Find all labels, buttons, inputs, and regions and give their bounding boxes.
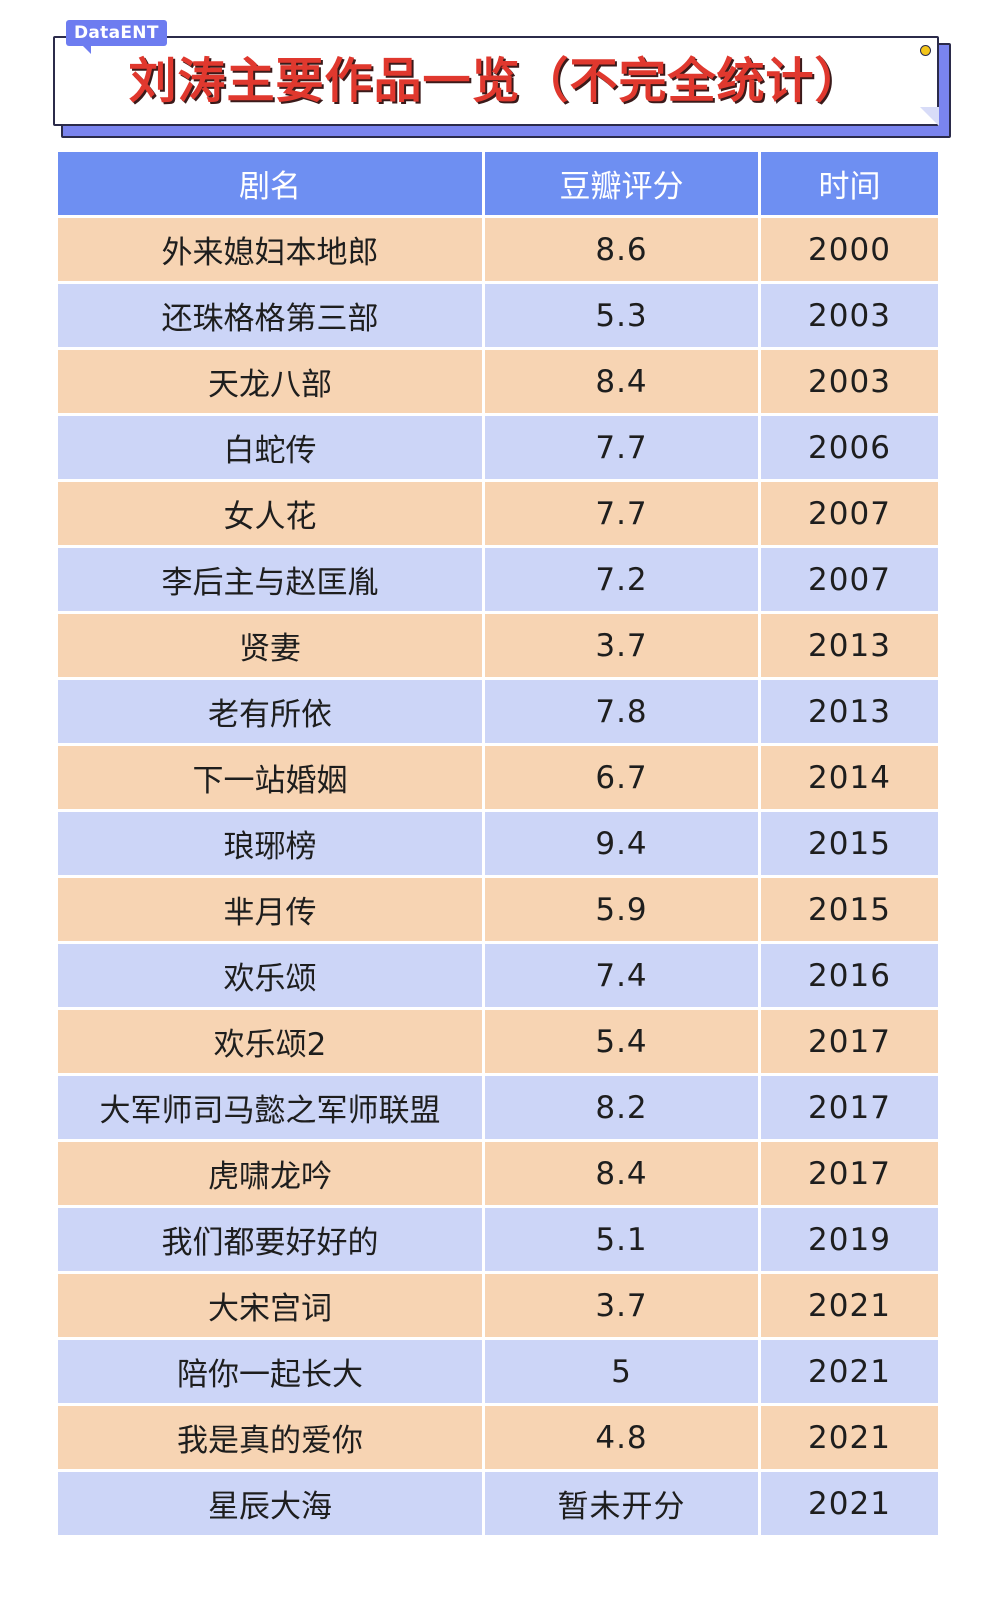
- table-cell-year: 2016: [761, 944, 938, 1007]
- table-cell-title: 我们都要好好的: [58, 1208, 482, 1271]
- table-row: 欢乐颂2 5.4 2017: [58, 1010, 938, 1073]
- table-cell-title: 李后主与赵匡胤: [58, 548, 482, 611]
- table-header-row: 剧名 豆瓣评分 时间: [58, 152, 938, 215]
- banner-fold-corner: [920, 107, 939, 126]
- table-cell-rating: 8.2: [485, 1076, 758, 1139]
- banner-dot-icon: [920, 45, 931, 56]
- column-header-year: 时间: [761, 152, 938, 215]
- table-row: 李后主与赵匡胤 7.2 2007: [58, 548, 938, 611]
- table-row: 我是真的爱你 4.8 2021: [58, 1406, 938, 1469]
- table-cell-title: 大宋宫词: [58, 1274, 482, 1337]
- title-banner: [53, 36, 939, 126]
- table-cell-year: 2017: [761, 1076, 938, 1139]
- table-cell-title: 大军师司马懿之军师联盟: [58, 1076, 482, 1139]
- table-row: 下一站婚姻 6.7 2014: [58, 746, 938, 809]
- table-cell-rating: 8.4: [485, 350, 758, 413]
- table-row: 外来媳妇本地郎 8.6 2000: [58, 218, 938, 281]
- table-cell-year: 2000: [761, 218, 938, 281]
- table-cell-rating: 7.7: [485, 482, 758, 545]
- table-cell-year: 2006: [761, 416, 938, 479]
- table-cell-title: 还珠格格第三部: [58, 284, 482, 347]
- column-header-title: 剧名: [58, 152, 482, 215]
- table-cell-rating: 7.2: [485, 548, 758, 611]
- table-cell-year: 2021: [761, 1274, 938, 1337]
- table-cell-title: 天龙八部: [58, 350, 482, 413]
- table-row: 芈月传 5.9 2015: [58, 878, 938, 941]
- table-cell-rating: 3.7: [485, 614, 758, 677]
- table-cell-rating: 6.7: [485, 746, 758, 809]
- table-cell-rating: 5.4: [485, 1010, 758, 1073]
- table-cell-title: 下一站婚姻: [58, 746, 482, 809]
- table-cell-title: 陪你一起长大: [58, 1340, 482, 1403]
- table-cell-rating: 7.7: [485, 416, 758, 479]
- table-cell-year: 2017: [761, 1010, 938, 1073]
- brand-tag: DataENT: [66, 20, 167, 54]
- table-cell-year: 2021: [761, 1472, 938, 1535]
- works-table: 剧名 豆瓣评分 时间 外来媳妇本地郎 8.6 2000 还珠格格第三部 5.3 2003 天…: [58, 152, 938, 1538]
- table-cell-year: 2007: [761, 548, 938, 611]
- table-row: 大宋宫词 3.7 2021: [58, 1274, 938, 1337]
- table-cell-title: 女人花: [58, 482, 482, 545]
- table-row: 虎啸龙吟 8.4 2017: [58, 1142, 938, 1205]
- table-cell-year: 2015: [761, 878, 938, 941]
- table-cell-rating: 5.3: [485, 284, 758, 347]
- table-row: 大军师司马懿之军师联盟 8.2 2017: [58, 1076, 938, 1139]
- table-cell-title: 白蛇传: [58, 416, 482, 479]
- table-row: 欢乐颂 7.4 2016: [58, 944, 938, 1007]
- table-cell-year: 2013: [761, 614, 938, 677]
- table-cell-title: 星辰大海: [58, 1472, 482, 1535]
- table-cell-rating: 9.4: [485, 812, 758, 875]
- table-cell-rating: 7.8: [485, 680, 758, 743]
- table-cell-year: 2021: [761, 1406, 938, 1469]
- table-row: 还珠格格第三部 5.3 2003: [58, 284, 938, 347]
- table-row: 老有所依 7.8 2013: [58, 680, 938, 743]
- table-cell-year: 2017: [761, 1142, 938, 1205]
- table-cell-title: 芈月传: [58, 878, 482, 941]
- table-row: 我们都要好好的 5.1 2019: [58, 1208, 938, 1271]
- table-cell-rating: 8.6: [485, 218, 758, 281]
- table-body: 外来媳妇本地郎 8.6 2000 还珠格格第三部 5.3 2003 天龙八部 8.4 2003 白…: [58, 218, 938, 1535]
- table-cell-year: 2003: [761, 350, 938, 413]
- table-cell-year: 2007: [761, 482, 938, 545]
- table-cell-year: 2021: [761, 1340, 938, 1403]
- table-cell-rating: 5.9: [485, 878, 758, 941]
- table-cell-rating: 7.4: [485, 944, 758, 1007]
- table-cell-rating: 3.7: [485, 1274, 758, 1337]
- table-cell-year: 2015: [761, 812, 938, 875]
- table-row: 白蛇传 7.7 2006: [58, 416, 938, 479]
- table-cell-rating: 4.8: [485, 1406, 758, 1469]
- page-title: 刘涛主要作品一览（不完全统计）: [128, 53, 864, 109]
- table-row: 女人花 7.7 2007: [58, 482, 938, 545]
- table-row: 星辰大海 暂未开分 2021: [58, 1472, 938, 1535]
- table-cell-year: 2014: [761, 746, 938, 809]
- table-cell-year: 2019: [761, 1208, 938, 1271]
- table-cell-title: 欢乐颂2: [58, 1010, 482, 1073]
- table-row: 陪你一起长大 5 2021: [58, 1340, 938, 1403]
- table-cell-title: 外来媳妇本地郎: [58, 218, 482, 281]
- table-cell-title: 虎啸龙吟: [58, 1142, 482, 1205]
- table-row: 琅琊榜 9.4 2015: [58, 812, 938, 875]
- table-cell-title: 老有所依: [58, 680, 482, 743]
- table-cell-title: 贤妻: [58, 614, 482, 677]
- table-cell-rating: 5.1: [485, 1208, 758, 1271]
- table-cell-title: 欢乐颂: [58, 944, 482, 1007]
- column-header-rating: 豆瓣评分: [485, 152, 758, 215]
- table-cell-rating: 暂未开分: [485, 1472, 758, 1535]
- table-cell-rating: 5: [485, 1340, 758, 1403]
- table-cell-title: 我是真的爱你: [58, 1406, 482, 1469]
- table-row: 贤妻 3.7 2013: [58, 614, 938, 677]
- table-cell-rating: 8.4: [485, 1142, 758, 1205]
- table-cell-year: 2003: [761, 284, 938, 347]
- table-cell-year: 2013: [761, 680, 938, 743]
- table-cell-title: 琅琊榜: [58, 812, 482, 875]
- table-row: 天龙八部 8.4 2003: [58, 350, 938, 413]
